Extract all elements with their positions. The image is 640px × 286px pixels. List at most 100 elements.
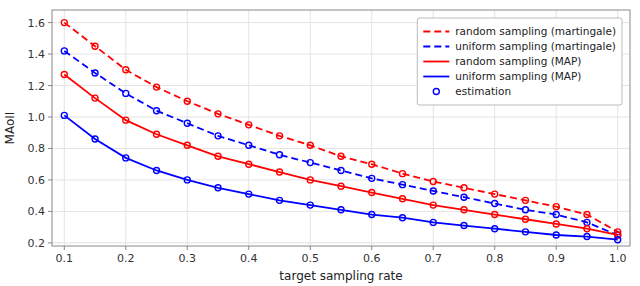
legend: random sampling (martingale) uniform samp…: [417, 18, 622, 105]
x-tick: [125, 246, 126, 250]
legend-swatch: [423, 46, 449, 48]
series-marker: [123, 117, 129, 123]
series-marker: [430, 202, 436, 208]
series-marker: [553, 221, 559, 227]
legend-label: random sampling (martingale): [455, 25, 616, 37]
series-marker: [277, 152, 283, 158]
series-marker: [461, 207, 467, 213]
series-marker: [338, 183, 344, 189]
y-grid-line: [52, 148, 630, 149]
series-marker: [430, 178, 436, 184]
series-marker: [430, 219, 436, 225]
series-marker: [215, 185, 221, 191]
legend-label: random sampling (MAP): [455, 55, 581, 67]
series-marker: [430, 188, 436, 194]
series-marker: [215, 111, 221, 117]
y-tick-label: 0.6: [28, 174, 46, 187]
series-marker: [246, 191, 252, 197]
series-marker: [461, 194, 467, 200]
x-tick: [64, 246, 65, 250]
y-tick: [48, 179, 52, 180]
series-marker: [522, 229, 528, 235]
y-tick-label: 0.2: [28, 237, 46, 250]
x-tick-label: 0.3: [179, 252, 197, 265]
series-marker: [246, 122, 252, 128]
series-marker: [584, 234, 590, 240]
series-marker: [553, 232, 559, 238]
x-tick: [248, 246, 249, 250]
series-line: [64, 51, 617, 235]
series-marker: [123, 155, 129, 161]
series-marker: [369, 212, 375, 218]
x-tick-label: 1.0: [609, 252, 627, 265]
series-marker: [277, 169, 283, 175]
legend-swatch: [423, 31, 449, 33]
series-marker: [522, 207, 528, 213]
series-marker: [92, 43, 98, 49]
series-marker: [92, 70, 98, 76]
series-marker: [307, 177, 313, 183]
series-marker: [492, 212, 498, 218]
series-marker: [399, 182, 405, 188]
legend-swatch: [423, 76, 449, 78]
series-marker: [92, 95, 98, 101]
legend-label: uniform sampling (MAP): [455, 70, 581, 82]
series-marker: [246, 161, 252, 167]
series-marker: [277, 133, 283, 139]
y-grid-line: [52, 242, 630, 243]
x-tick: [187, 246, 188, 250]
series-marker: [369, 175, 375, 181]
y-tick-label: 1.6: [28, 17, 46, 30]
series-marker: [338, 207, 344, 213]
x-axis-label: target sampling rate: [279, 269, 402, 283]
y-grid-line: [52, 179, 630, 180]
plot-frame: [52, 10, 630, 246]
series-marker: [92, 136, 98, 142]
y-tick: [48, 85, 52, 86]
x-tick-label: 0.9: [547, 252, 565, 265]
x-grid-line: [310, 10, 311, 246]
series-marker: [522, 216, 528, 222]
series-marker: [123, 90, 129, 96]
x-tick-label: 0.7: [424, 252, 442, 265]
series-marker: [184, 142, 190, 148]
series-marker: [184, 98, 190, 104]
y-grid-line: [52, 116, 630, 117]
y-tick-label: 1.2: [28, 80, 46, 93]
x-grid-line: [187, 10, 188, 246]
series-marker: [615, 237, 621, 243]
legend-swatch: [433, 89, 439, 95]
y-tick: [48, 116, 52, 117]
series-marker: [61, 48, 67, 54]
series-marker: [123, 67, 129, 73]
series-marker: [399, 171, 405, 177]
x-grid-line: [371, 10, 372, 246]
x-tick-label: 0.4: [240, 252, 258, 265]
x-tick-label: 0.6: [363, 252, 381, 265]
y-tick: [48, 211, 52, 212]
x-tick: [556, 246, 557, 250]
series-marker: [154, 167, 160, 173]
chart: 0.10.20.30.40.50.60.70.80.91.00.20.40.60…: [0, 0, 640, 286]
y-tick-label: 1.0: [28, 111, 46, 124]
series-marker: [154, 108, 160, 114]
series-marker: [61, 20, 67, 26]
x-grid-line: [64, 10, 65, 246]
series-marker: [338, 167, 344, 173]
x-tick: [371, 246, 372, 250]
x-tick-label: 0.1: [56, 252, 74, 265]
series-marker: [184, 120, 190, 126]
x-tick: [617, 246, 618, 250]
y-tick: [48, 148, 52, 149]
series-marker: [553, 212, 559, 218]
series-marker: [215, 153, 221, 159]
series-marker: [461, 223, 467, 229]
series-marker: [246, 142, 252, 148]
series-marker: [61, 72, 67, 78]
series-marker: [338, 153, 344, 159]
y-tick-label: 0.8: [28, 142, 46, 155]
x-grid-line: [125, 10, 126, 246]
background: [0, 0, 640, 286]
series-marker: [492, 226, 498, 232]
series-marker: [307, 202, 313, 208]
